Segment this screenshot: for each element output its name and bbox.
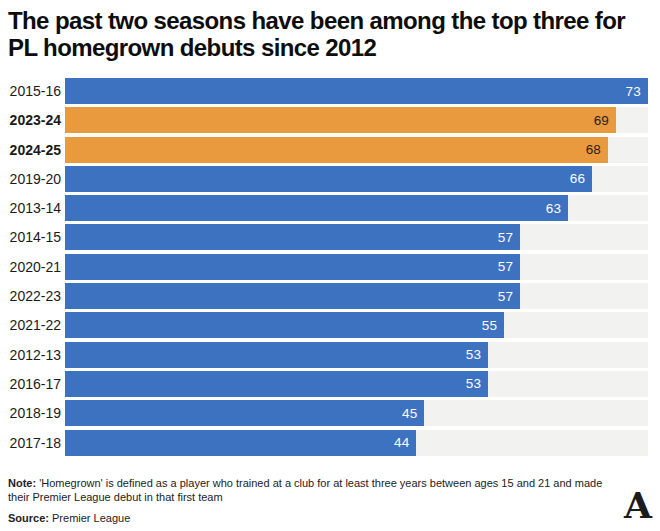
bar-track: 53 — [65, 371, 648, 397]
bar-value-label: 57 — [498, 230, 520, 245]
bar: 57 — [65, 283, 520, 309]
bar-value-label: 45 — [402, 406, 424, 421]
source-label: Source: — [8, 512, 49, 524]
bar: 45 — [65, 400, 424, 426]
bar: 73 — [65, 78, 648, 104]
bar-value-label: 53 — [466, 376, 488, 391]
category-label: 2018-19 — [0, 400, 65, 426]
bar-track: 57 — [65, 283, 648, 309]
chart-source: Source: Premier League — [8, 511, 650, 526]
chart-row: 2016-17 53 — [0, 371, 660, 397]
bar: 68 — [65, 137, 608, 163]
bar: 63 — [65, 195, 568, 221]
chart-row: 2015-16 73 — [0, 78, 660, 104]
chart-row: 2021-22 55 — [0, 312, 660, 338]
category-label: 2020-21 — [0, 254, 65, 280]
bar-value-label: 55 — [482, 318, 504, 333]
chart-row: 2013-14 63 — [0, 195, 660, 221]
bar-value-label: 63 — [546, 201, 568, 216]
bar-value-label: 66 — [570, 171, 592, 186]
category-label: 2024-25 — [0, 137, 65, 163]
chart-header: The past two seasons have been among the… — [0, 0, 660, 61]
category-label: 2023-24 — [0, 107, 65, 133]
bar-chart: 2015-16 73 2023-24 69 2024-25 68 2019-20 66 2013… — [0, 78, 660, 456]
chart-title: The past two seasons have been among the… — [8, 7, 628, 61]
bar-value-label: 68 — [586, 142, 608, 157]
bar-track: 45 — [65, 400, 648, 426]
bar-track: 57 — [65, 224, 648, 250]
category-label: 2022-23 — [0, 283, 65, 309]
bar-value-label: 57 — [498, 289, 520, 304]
chart-note: Note: 'Homegrown' is defined as a player… — [8, 476, 614, 505]
bar: 57 — [65, 224, 520, 250]
bar-track: 69 — [65, 107, 648, 133]
bar-track: 73 — [65, 78, 648, 104]
note-label: Note: — [8, 477, 36, 489]
chart-row: 2019-20 66 — [0, 166, 660, 192]
category-label: 2016-17 — [0, 371, 65, 397]
category-label: 2017-18 — [0, 430, 65, 456]
chart-row: 2020-21 57 — [0, 254, 660, 280]
bar: 55 — [65, 312, 504, 338]
bar: 53 — [65, 371, 488, 397]
chart-row: 2012-13 53 — [0, 342, 660, 368]
note-text: 'Homegrown' is defined as a player who t… — [8, 477, 602, 504]
bar: 53 — [65, 342, 488, 368]
source-text: Premier League — [49, 512, 130, 524]
bar-track: 57 — [65, 254, 648, 280]
chart-page: The past two seasons have been among the… — [0, 0, 660, 531]
bar-value-label: 69 — [594, 113, 616, 128]
chart-row: 2018-19 45 — [0, 400, 660, 426]
category-label: 2021-22 — [0, 312, 65, 338]
the-athletic-logo-icon: A — [624, 487, 652, 523]
bar-value-label: 73 — [626, 84, 648, 99]
bar-track: 55 — [65, 312, 648, 338]
chart-row: 2014-15 57 — [0, 224, 660, 250]
bar: 44 — [65, 430, 416, 456]
chart-footer: Note: 'Homegrown' is defined as a player… — [0, 476, 660, 526]
category-label: 2013-14 — [0, 195, 65, 221]
chart-row: 2017-18 44 — [0, 430, 660, 456]
bar-value-label: 57 — [498, 259, 520, 274]
bar-track: 44 — [65, 430, 648, 456]
bar: 66 — [65, 166, 592, 192]
bar: 69 — [65, 107, 616, 133]
bar-track: 66 — [65, 166, 648, 192]
bar-track: 63 — [65, 195, 648, 221]
category-label: 2014-15 — [0, 224, 65, 250]
chart-row: 2024-25 68 — [0, 137, 660, 163]
category-label: 2019-20 — [0, 166, 65, 192]
chart-row: 2023-24 69 — [0, 107, 660, 133]
bar-track: 68 — [65, 137, 648, 163]
chart-row: 2022-23 57 — [0, 283, 660, 309]
category-label: 2015-16 — [0, 78, 65, 104]
bar: 57 — [65, 254, 520, 280]
bar-track: 53 — [65, 342, 648, 368]
bar-value-label: 44 — [394, 435, 416, 450]
category-label: 2012-13 — [0, 342, 65, 368]
bar-value-label: 53 — [466, 347, 488, 362]
